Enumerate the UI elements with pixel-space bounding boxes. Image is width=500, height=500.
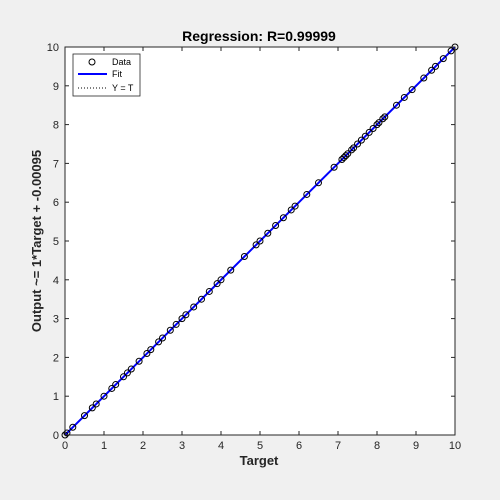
y-axis-ticks: 0 1 2 3 4 5 6 7 8 9 10: [47, 42, 455, 442]
x-tick-label: 10: [449, 440, 461, 452]
legend-reference-label: Y = T: [112, 83, 134, 93]
data-point: [393, 101, 400, 109]
y-tick-label: 5: [53, 236, 59, 248]
data-point: [400, 93, 408, 101]
chart-title: Regression: R=0.99999: [182, 28, 336, 44]
data-point: [264, 229, 272, 237]
y-tick-label: 2: [53, 352, 59, 364]
fit-line: [64, 46, 456, 436]
x-tick-label: 5: [257, 440, 263, 452]
data-point: [365, 128, 373, 136]
data-point: [279, 214, 287, 222]
y-tick-label: 1: [53, 391, 59, 403]
data-point: [112, 381, 120, 389]
data-point: [340, 154, 348, 162]
x-axis-label: Target: [240, 453, 279, 468]
legend-data-label: Data: [112, 57, 131, 67]
data-point: [143, 350, 151, 358]
data-point: [338, 156, 346, 164]
data-point: [303, 190, 311, 198]
data-point: [432, 62, 439, 70]
x-tick-label: 9: [413, 440, 419, 452]
data-point: [439, 55, 447, 63]
data-point: [213, 280, 221, 288]
data-point: [330, 163, 338, 171]
data-point: [100, 392, 108, 400]
x-tick-label: 8: [374, 440, 380, 452]
data-point: [342, 152, 350, 160]
data-point: [369, 124, 377, 132]
data-point: [379, 115, 387, 123]
data-point: [190, 303, 198, 311]
data-point: [182, 311, 190, 319]
data-point: [287, 206, 295, 214]
x-tick-label: 2: [140, 440, 146, 452]
data-point: [147, 346, 155, 354]
legend-fit-label: Fit: [112, 69, 122, 79]
data-points: [61, 43, 459, 439]
legend-data-marker-icon: [88, 58, 96, 66]
data-point: [127, 365, 135, 373]
data-point: [205, 287, 213, 295]
data-point: [135, 357, 143, 365]
y-tick-label: 10: [47, 42, 59, 54]
data-point: [375, 119, 383, 127]
data-point: [256, 237, 264, 245]
y-tick-label: 8: [53, 120, 59, 132]
data-point: [350, 144, 358, 152]
x-tick-label: 0: [62, 440, 68, 452]
data-point: [178, 315, 186, 323]
legend: Data Fit Y = T: [72, 53, 141, 97]
y-tick-label: 7: [53, 158, 59, 170]
data-point: [108, 384, 116, 392]
data-point: [381, 113, 389, 121]
data-point: [447, 47, 455, 55]
data-point: [81, 412, 88, 420]
y-tick-label: 0: [53, 430, 59, 442]
data-point: [252, 241, 260, 249]
data-point: [69, 423, 77, 431]
data-point: [88, 404, 96, 412]
data-point: [408, 86, 416, 94]
data-point: [198, 295, 205, 303]
axes-box: [64, 46, 456, 436]
data-point: [428, 66, 436, 74]
x-tick-label: 6: [296, 440, 302, 452]
data-point: [227, 266, 235, 274]
data-point: [373, 121, 381, 129]
data-point: [240, 253, 248, 261]
data-point: [344, 150, 352, 158]
y-tick-label: 4: [53, 275, 59, 287]
data-point: [120, 373, 127, 381]
y-tick-label: 6: [53, 197, 59, 209]
data-point: [166, 326, 174, 334]
y-tick-label: 9: [53, 81, 59, 93]
data-point: [272, 221, 280, 229]
data-point: [348, 146, 356, 154]
data-point: [159, 334, 166, 342]
data-point: [123, 369, 131, 377]
x-tick-label: 4: [218, 440, 224, 452]
y-tick-label: 3: [53, 314, 59, 326]
x-axis-ticks: 0 1 2 3 4 5 6 7 8 9 10: [62, 47, 461, 452]
data-point: [315, 179, 322, 187]
x-tick-label: 3: [179, 440, 185, 452]
data-point: [172, 320, 180, 328]
data-point: [361, 132, 369, 140]
x-tick-label: 1: [101, 440, 107, 452]
data-point: [357, 136, 365, 144]
data-point: [354, 140, 361, 148]
data-point: [155, 338, 163, 346]
data-point: [63, 429, 71, 437]
y-axis-label: Output ~= 1*Target + -0.00095: [29, 150, 44, 332]
data-point: [92, 400, 100, 408]
data-point: [217, 276, 225, 284]
data-point: [420, 74, 428, 82]
data-point: [291, 202, 299, 210]
x-tick-label: 7: [335, 440, 341, 452]
